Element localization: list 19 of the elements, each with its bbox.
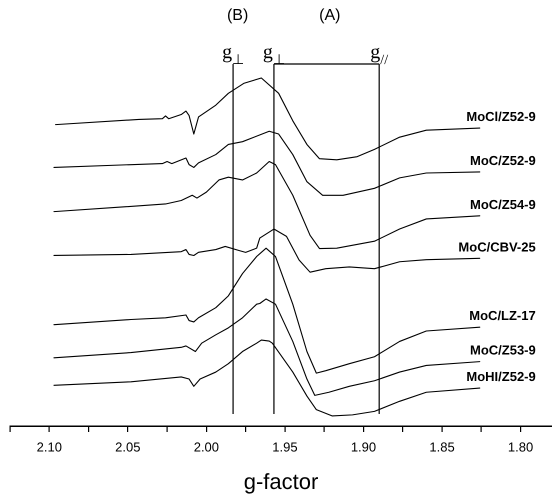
series-label: MoC/LZ-17: [469, 308, 536, 324]
x-tick-label: 2.10: [36, 439, 62, 454]
x-tick-label: 2.00: [194, 439, 220, 454]
x-tick-label: 1.85: [429, 439, 455, 454]
x-tick-label: 1.95: [272, 439, 298, 454]
series-label: MoHI/Z52-9: [466, 369, 536, 384]
ref-line-label: g⊥: [222, 41, 244, 68]
series-label: MoCl/Z52-9: [466, 109, 536, 124]
x-axis-title: g-factor: [244, 468, 318, 494]
series-label: MoC/Z54-9: [470, 196, 536, 212]
x-tick-label: 2.05: [115, 439, 140, 454]
text: (B): [226, 7, 248, 24]
series-label: MoC/Z52-9: [470, 153, 536, 168]
x-tick-label: 1.90: [350, 439, 376, 454]
series-label: MoC/Z53-9: [470, 342, 536, 358]
x-tick-label: 1.80: [508, 439, 534, 454]
ref-line-label: g//: [370, 41, 388, 68]
text: (A): [319, 7, 340, 24]
series-label: MoC/CBV-25: [458, 239, 536, 254]
